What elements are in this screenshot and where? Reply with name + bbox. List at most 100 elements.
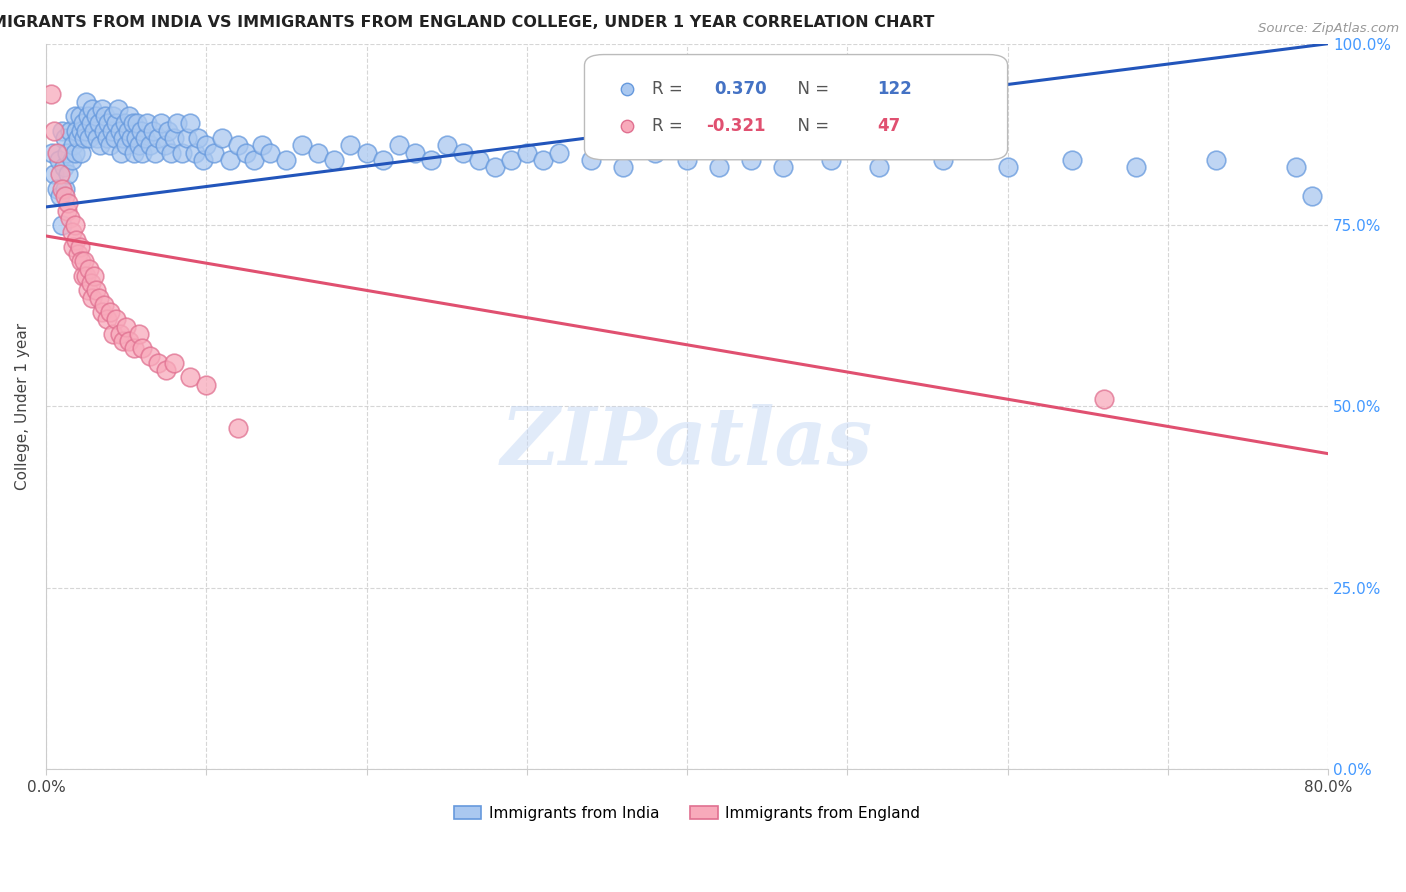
Point bbox=[211, 131, 233, 145]
Point bbox=[51, 124, 73, 138]
Point bbox=[761, 119, 783, 133]
Point bbox=[63, 145, 86, 160]
Point bbox=[1125, 160, 1147, 174]
Text: R =: R = bbox=[652, 79, 689, 98]
Point bbox=[146, 131, 169, 145]
Point bbox=[91, 305, 114, 319]
Point bbox=[84, 109, 107, 123]
Point bbox=[579, 153, 602, 167]
Text: 122: 122 bbox=[877, 79, 911, 98]
Point bbox=[252, 138, 274, 153]
Point bbox=[644, 145, 666, 160]
Point bbox=[156, 124, 179, 138]
Point bbox=[1285, 160, 1308, 174]
Point bbox=[179, 116, 201, 130]
Point bbox=[65, 233, 87, 247]
Point bbox=[63, 109, 86, 123]
Point bbox=[1205, 153, 1227, 167]
Text: ZIPatlas: ZIPatlas bbox=[501, 404, 873, 482]
Point bbox=[1060, 153, 1083, 167]
Point bbox=[98, 138, 121, 153]
Point bbox=[117, 124, 139, 138]
Point bbox=[387, 138, 409, 153]
Point bbox=[82, 102, 104, 116]
Point bbox=[104, 131, 127, 145]
Point bbox=[139, 349, 162, 363]
Point bbox=[49, 167, 72, 181]
Point bbox=[195, 377, 218, 392]
Point bbox=[52, 160, 75, 174]
Point bbox=[127, 116, 149, 130]
Point bbox=[82, 291, 104, 305]
Point bbox=[98, 305, 121, 319]
Point bbox=[108, 124, 131, 138]
Point bbox=[120, 131, 142, 145]
Point bbox=[259, 145, 281, 160]
Point bbox=[97, 116, 120, 130]
Point bbox=[89, 138, 111, 153]
Point bbox=[62, 240, 84, 254]
Y-axis label: College, Under 1 year: College, Under 1 year bbox=[15, 323, 30, 490]
Text: 47: 47 bbox=[877, 117, 900, 135]
Point bbox=[70, 124, 93, 138]
Point bbox=[772, 160, 794, 174]
Point bbox=[276, 153, 298, 167]
Point bbox=[66, 131, 89, 145]
Point bbox=[62, 138, 84, 153]
Point bbox=[166, 116, 188, 130]
Point bbox=[96, 131, 118, 145]
Point bbox=[195, 138, 218, 153]
Point bbox=[676, 153, 699, 167]
Point bbox=[131, 145, 153, 160]
Point bbox=[150, 116, 173, 130]
Point bbox=[59, 211, 82, 225]
Point bbox=[107, 102, 129, 116]
Point bbox=[153, 138, 176, 153]
Point bbox=[77, 261, 100, 276]
Point bbox=[612, 160, 634, 174]
Point bbox=[70, 145, 93, 160]
Point bbox=[72, 116, 94, 130]
Point bbox=[115, 319, 138, 334]
Point bbox=[235, 145, 257, 160]
Point bbox=[122, 145, 145, 160]
Point bbox=[100, 124, 122, 138]
Point bbox=[202, 145, 225, 160]
Point bbox=[868, 160, 890, 174]
Point bbox=[103, 109, 125, 123]
Point bbox=[48, 153, 70, 167]
Point bbox=[419, 153, 441, 167]
Point bbox=[226, 138, 249, 153]
Point bbox=[243, 153, 266, 167]
Point bbox=[122, 342, 145, 356]
Point bbox=[59, 124, 82, 138]
Point bbox=[1301, 189, 1323, 203]
Point bbox=[187, 131, 209, 145]
Point bbox=[155, 363, 177, 377]
Point bbox=[77, 131, 100, 145]
Point bbox=[41, 145, 63, 160]
Point bbox=[128, 326, 150, 341]
Point bbox=[53, 182, 76, 196]
Point bbox=[70, 254, 93, 268]
Point bbox=[60, 225, 83, 239]
Point bbox=[820, 153, 842, 167]
Point bbox=[111, 334, 134, 348]
Point bbox=[115, 138, 138, 153]
Point bbox=[484, 160, 506, 174]
Point bbox=[66, 247, 89, 261]
Point bbox=[105, 312, 128, 326]
Point bbox=[75, 124, 97, 138]
Point bbox=[467, 153, 489, 167]
Point bbox=[134, 131, 156, 145]
Point bbox=[53, 189, 76, 203]
Point bbox=[84, 284, 107, 298]
Point bbox=[42, 124, 65, 138]
Point bbox=[80, 276, 103, 290]
Point bbox=[58, 167, 80, 181]
FancyBboxPatch shape bbox=[585, 54, 1008, 160]
Point bbox=[108, 326, 131, 341]
Point bbox=[69, 109, 91, 123]
Point bbox=[56, 203, 79, 218]
Point bbox=[142, 124, 165, 138]
